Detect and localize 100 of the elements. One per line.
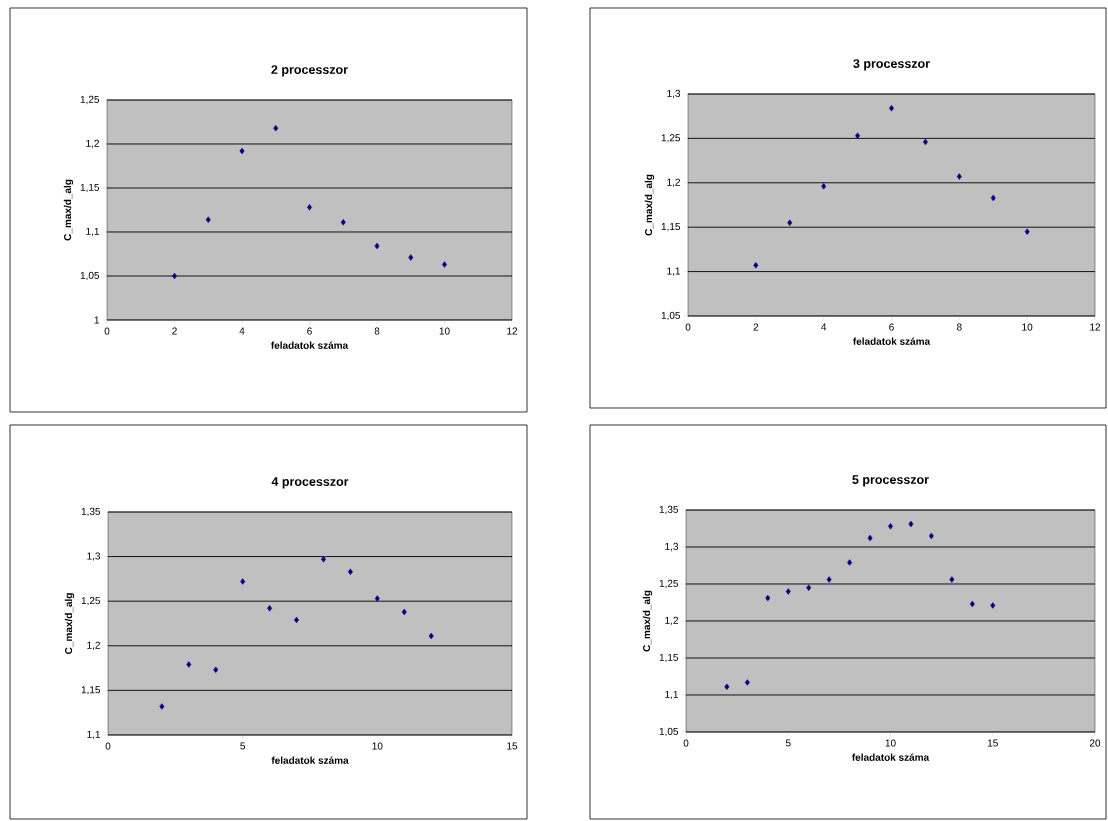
point [888,523,893,530]
x-axis-title: feladatok száma [271,341,349,349]
chart-title: 3 processzor [853,59,930,71]
point [1024,228,1030,235]
point [785,588,791,595]
y-tick-label: 1,25 [659,579,679,589]
x-tick-label: 2 [753,323,759,331]
y-tick-label: 1,05 [661,311,681,321]
point [374,595,380,602]
point [990,602,996,609]
point [969,600,975,608]
x-tick-label: 2 [172,327,177,335]
y-tick-label: 1,15 [81,686,101,695]
y-tick-label: 1,1 [665,690,678,700]
point [159,703,165,710]
y-axis-title: C_max/d_alg [644,174,655,236]
y-tick-label: 1,15 [661,223,681,232]
x-axis-title: feladatok száma [271,756,349,764]
y-tick-label: 1,25 [661,134,681,143]
y-tick-label: 1,3 [667,89,681,99]
x-tick-label: 4 [821,323,827,331]
y-tick-label: 1,05 [80,271,100,281]
x-tick-label: 0 [104,327,110,335]
point [273,124,279,132]
chart-title: 2 processzor [271,65,348,77]
point [213,666,219,674]
point [826,576,832,583]
x-tick-label: 6 [889,323,894,331]
y-tick-label: 1,35 [659,505,679,515]
point [922,138,928,146]
x-tick-label: 20 [1089,739,1101,747]
y-tick-label: 1,1 [667,267,680,276]
y-tick-label: 1,3 [87,552,101,561]
point [307,204,312,211]
x-tick-label: 4 [239,327,245,335]
point [408,254,414,261]
point [990,194,996,202]
y-tick-label: 1,2 [667,178,680,187]
x-tick-label: 0 [105,742,111,750]
point [321,556,326,563]
point [867,534,873,542]
point [765,594,771,602]
x-tick-label: 12 [507,327,518,335]
y-axis-title: C_max/d_alg [64,593,75,654]
point [753,262,759,269]
x-tick-label: 5 [240,742,246,750]
x-tick-label: 8 [957,323,962,331]
point [949,576,955,583]
point [239,147,245,155]
x-tick-label: 10 [439,327,450,335]
point [908,520,914,528]
y-tick-label: 1,35 [81,507,101,517]
y-axis-title: C_max/d_alg [642,590,653,652]
x-tick-label: 15 [507,742,518,750]
point [186,661,192,668]
point [956,173,962,180]
point [787,219,793,226]
y-tick-label: 1,15 [659,653,679,663]
point [847,559,853,566]
point [928,532,934,540]
point [267,605,273,612]
x-axis-title: feladatok száma [853,337,931,345]
y-tick-label: 1,25 [81,597,101,606]
point [744,679,750,686]
point [340,219,346,226]
point [889,105,894,112]
x-tick-label: 12 [1090,323,1101,331]
x-tick-label: 5 [785,739,791,747]
y-tick-label: 1 [94,316,99,324]
point [347,568,353,575]
x-tick-label: 15 [987,739,998,747]
x-axis-title: feladatok száma [852,753,930,761]
point [374,242,380,250]
y-tick-label: 1,15 [80,183,100,193]
y-tick-label: 1,25 [80,95,100,105]
point [821,183,827,190]
point [855,132,861,139]
x-tick-label: 10 [372,742,383,750]
y-tick-label: 1,3 [665,542,679,552]
y-axis-title: C_max/d_alg [63,179,74,241]
point [240,578,246,585]
point [806,584,812,591]
y-tick-label: 1,1 [86,227,99,237]
point [401,608,407,616]
y-tick-label: 1,2 [665,616,678,626]
y-tick-label: 1,2 [87,641,100,650]
y-tick-label: 1,2 [86,139,99,149]
x-tick-label: 0 [683,739,689,747]
point [724,683,730,691]
point [442,261,447,268]
point [428,632,434,640]
x-tick-label: 6 [307,327,312,335]
chart-title: 4 processzor [271,477,349,489]
x-tick-label: 8 [374,327,380,335]
x-tick-label: 10 [1022,323,1033,331]
y-tick-label: 1,05 [659,727,679,737]
chart-title: 5 processzor [852,475,929,487]
y-tick-label: 1,1 [87,730,100,740]
point [205,216,211,223]
x-tick-label: 10 [885,739,896,747]
